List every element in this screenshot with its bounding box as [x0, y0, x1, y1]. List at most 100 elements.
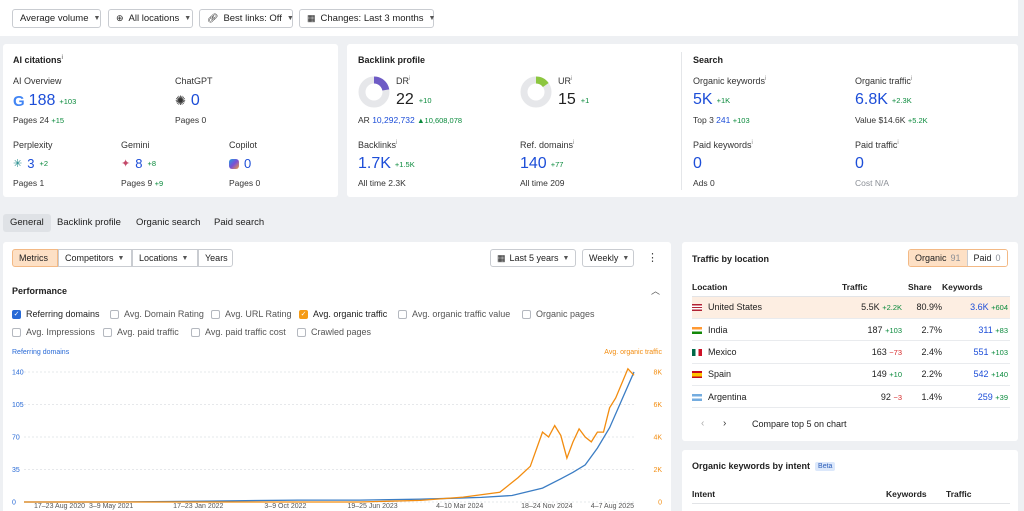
ai-overview-value: 188: [28, 92, 56, 109]
metric-checkbox[interactable]: Organic pages: [522, 309, 595, 319]
range-select[interactable]: ▦ Last 5 years ▼: [490, 249, 576, 267]
best-links-filter[interactable]: 🔗︎ Best links: Off ▼: [199, 9, 294, 28]
changes-filter[interactable]: ▦ Changes: Last 3 months ▼: [299, 9, 435, 28]
metric-checkbox[interactable]: Crawled pages: [297, 327, 371, 337]
x-tick-label: 18–24 Nov 2024: [521, 503, 572, 510]
keywords-cell[interactable]: 311 +83: [942, 318, 1010, 342]
right-tick-label: 4K: [653, 435, 662, 442]
perplexity-delta: +2: [39, 159, 49, 168]
backlinks-delta: +1.5K: [394, 159, 415, 169]
location-cell[interactable]: India: [692, 318, 842, 342]
calendar-icon: ▦: [307, 13, 316, 23]
organic-traffic-line: [24, 367, 635, 503]
copilot-metric[interactable]: 0: [229, 156, 251, 171]
share-cell: 80.9%: [908, 296, 942, 319]
metric-checkbox[interactable]: Avg. paid traffic: [103, 327, 179, 337]
locations-filter-label: All locations: [128, 13, 180, 24]
x-tick-label: 3–9 Oct 2022: [264, 503, 306, 510]
gemini-metric[interactable]: ✦ 8 +8: [121, 156, 156, 171]
col-traffic[interactable]: Traffic: [842, 279, 908, 297]
organic-keywords-metric[interactable]: 5K +1K: [693, 91, 730, 109]
more-options-icon[interactable]: ⋮: [647, 252, 658, 264]
chevron-down-icon: ▼: [181, 254, 189, 262]
table-row[interactable]: Argentina 92 −3 1.4% 259 +39: [692, 385, 1010, 409]
tab-paid-search[interactable]: Paid search: [214, 217, 265, 228]
keywords-cell[interactable]: 259 +39: [942, 385, 1010, 409]
table-row[interactable]: Spain 149 +10 2.2% 542 +140: [692, 363, 1010, 387]
ai-overview-label: AI Overview: [13, 76, 62, 86]
chevron-down-icon: ▼: [622, 254, 630, 262]
paid-keywords-value[interactable]: 0: [693, 155, 702, 172]
col-share[interactable]: Share: [908, 279, 942, 297]
organic-traffic-metric[interactable]: 6.8K +2.3K: [855, 91, 912, 109]
share-cell: 1.4%: [908, 385, 942, 409]
metric-checkbox[interactable]: ✓ Referring domains: [12, 309, 100, 319]
metric-checkbox-label: Avg. paid traffic: [117, 327, 179, 337]
volume-filter[interactable]: Average volume ▼: [12, 9, 101, 28]
tab-general[interactable]: General: [3, 214, 51, 232]
dr-gauge-fill: [358, 76, 390, 108]
refdomains-metric[interactable]: 140 +77: [520, 155, 563, 173]
paid-traffic-value[interactable]: 0: [855, 155, 864, 172]
keywords-cell[interactable]: 542 +140: [942, 363, 1010, 387]
backlinks-metric[interactable]: 1.7K +1.5K: [358, 155, 415, 173]
checkbox-icon: [191, 327, 200, 337]
metric-checkbox[interactable]: Avg. Impressions: [12, 327, 95, 337]
col-intent-keywords[interactable]: Keywords: [886, 489, 927, 499]
prev-arrow-icon[interactable]: ‹: [701, 418, 705, 429]
segment-metrics[interactable]: Metrics: [12, 249, 58, 267]
perplexity-label: Perplexity: [13, 140, 53, 150]
tab-organic-search[interactable]: Organic search: [136, 217, 201, 228]
referring-domains-line: [24, 371, 635, 503]
interval-select[interactable]: Weekly ▼: [582, 249, 634, 267]
location-cell[interactable]: Spain: [692, 363, 842, 387]
location-cell[interactable]: Argentina: [692, 385, 842, 409]
table-row[interactable]: Mexico 163 −73 2.4% 551 +103: [692, 340, 1010, 364]
dr-metric[interactable]: 22 +10: [396, 91, 432, 109]
organic-keywords-label: Organic keywordsi: [693, 76, 767, 86]
keywords-cell[interactable]: 551 +103: [942, 340, 1010, 364]
gemini-delta: +8: [147, 159, 157, 168]
segment-competitors[interactable]: Competitors ▼: [58, 249, 132, 267]
left-tick-label: 70: [12, 435, 20, 442]
metric-checkbox[interactable]: Avg. paid traffic cost: [191, 327, 286, 337]
toggle-paid[interactable]: Paid 0: [966, 250, 1007, 266]
location-cell[interactable]: Mexico: [692, 340, 842, 364]
chatgpt-metric[interactable]: ✺ 0: [175, 92, 200, 110]
segment-locations[interactable]: Locations ▼: [132, 249, 198, 267]
next-arrow-icon[interactable]: ›: [723, 418, 727, 429]
copilot-value: 0: [244, 156, 252, 171]
locations-filter[interactable]: ⊕ All locations ▼: [108, 9, 193, 28]
segment-years-label: Years: [205, 253, 228, 263]
compare-top5-link[interactable]: Compare top 5 on chart: [752, 419, 847, 429]
ai-citations-title: AI citationsi: [13, 55, 64, 65]
table-row[interactable]: United States 5.5K +2.2K 80.9% 3.6K +604: [692, 296, 1010, 319]
ur-label: URi: [558, 76, 573, 86]
table-row[interactable]: India 187 +103 2.7% 311 +83: [692, 318, 1010, 342]
cost-row: Cost N/A: [855, 178, 890, 188]
metric-checkbox[interactable]: Avg. organic traffic value: [398, 309, 510, 319]
checkbox-icon: [12, 327, 21, 337]
keywords-cell[interactable]: 3.6K +604: [942, 296, 1010, 319]
metric-checkbox[interactable]: Avg. Domain Rating: [110, 309, 204, 319]
chevron-down-icon: ▼: [184, 15, 192, 22]
segment-years[interactable]: Years: [198, 249, 233, 267]
ai-overview-metric[interactable]: G 188 +103: [13, 92, 76, 110]
perplexity-metric[interactable]: ✳ 3 +2: [13, 156, 48, 171]
col-location[interactable]: Location: [692, 279, 842, 297]
x-tick-label: 17–23 Jan 2022: [173, 503, 223, 510]
in-flag-icon: [692, 326, 702, 334]
metric-checkbox[interactable]: ✓ Avg. organic traffic: [299, 309, 387, 319]
organic-paid-toggle: Organic 91 Paid 0: [908, 249, 1008, 267]
checkbox-icon: [297, 327, 306, 337]
col-intent-traffic[interactable]: Traffic: [946, 489, 972, 499]
col-intent[interactable]: Intent: [692, 489, 716, 499]
ur-metric[interactable]: 15 +1: [558, 91, 589, 109]
best-links-filter-label: Best links: Off: [223, 13, 282, 24]
col-keywords[interactable]: Keywords: [942, 279, 1010, 297]
collapse-chevron-icon[interactable]: ︿: [651, 286, 661, 296]
tab-backlink-profile[interactable]: Backlink profile: [57, 217, 121, 228]
location-cell[interactable]: United States: [692, 296, 842, 319]
toggle-organic[interactable]: Organic 91: [909, 250, 967, 266]
metric-checkbox[interactable]: Avg. URL Rating: [211, 309, 292, 319]
